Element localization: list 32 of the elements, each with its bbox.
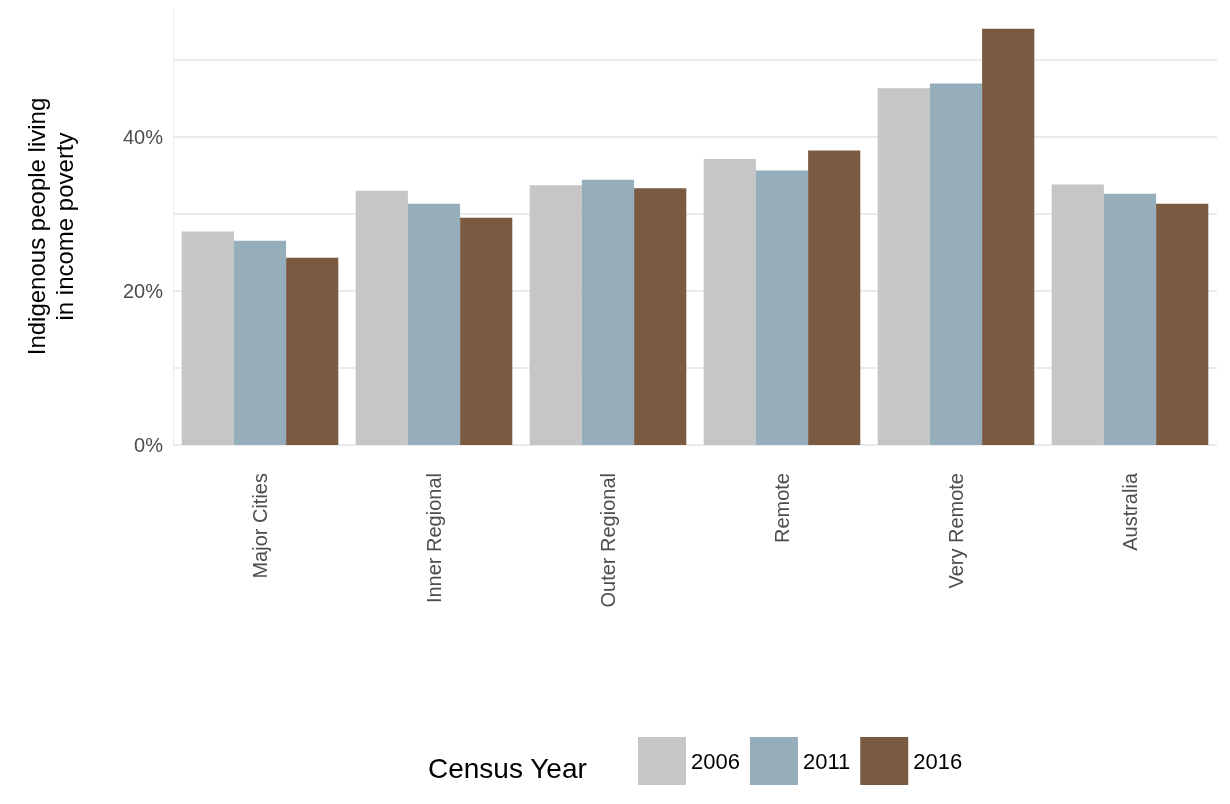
legend-label: 2006 xyxy=(691,748,740,774)
bar xyxy=(929,83,983,445)
bar xyxy=(634,188,687,445)
x-tick-label: Inner Regional xyxy=(423,473,445,604)
bar xyxy=(703,159,756,445)
bar xyxy=(1051,184,1104,445)
x-tick-label: Australia xyxy=(1119,472,1141,551)
bar xyxy=(407,203,461,445)
y-tick-label: 20% xyxy=(122,279,164,302)
bar xyxy=(982,28,1035,445)
x-tick-label: Major Cities xyxy=(249,473,271,579)
bar xyxy=(529,185,582,445)
bar xyxy=(233,240,287,445)
bar xyxy=(581,179,635,445)
bar xyxy=(355,190,408,445)
legend-label: 2016 xyxy=(913,748,963,774)
x-tick-label: Outer Regional xyxy=(597,473,619,608)
bar xyxy=(877,88,930,445)
bar xyxy=(1103,193,1157,445)
y-axis-title: Indigenous people living in income poverty xyxy=(22,97,78,356)
bar xyxy=(181,231,234,445)
x-tick-label: Very Remote xyxy=(945,473,967,589)
bar xyxy=(460,217,513,445)
bar xyxy=(755,170,809,445)
bar xyxy=(1156,203,1209,445)
x-tick-label: Remote xyxy=(771,473,793,544)
y-tick-label: 40% xyxy=(122,125,164,148)
bar xyxy=(286,257,339,445)
bar xyxy=(808,150,861,445)
legend-title: Census Year xyxy=(428,752,587,784)
legend-label: 2011 xyxy=(802,748,851,774)
y-tick-label: 0% xyxy=(134,434,164,456)
